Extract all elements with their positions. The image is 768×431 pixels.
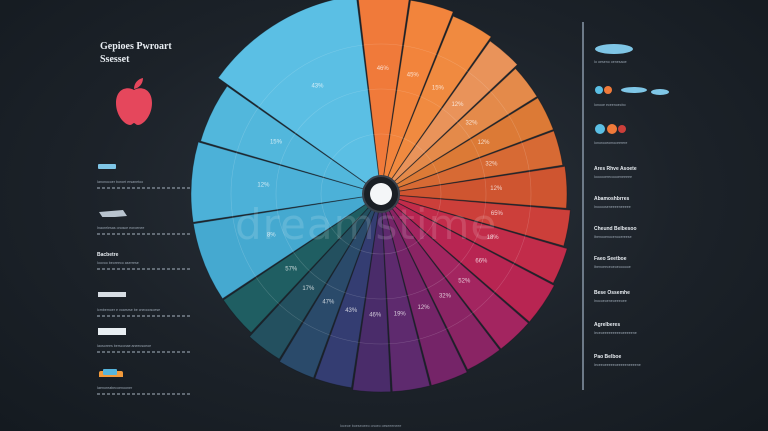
legend-heading: Faeo Seetboe	[594, 256, 627, 262]
legend-text: Icmbemoer e voarsrse be cneooosoese	[97, 308, 161, 312]
footer-text: Ioceoe boeseoeeo onoeo oeseeeneee	[340, 424, 402, 428]
slice-label: 32%	[439, 293, 452, 299]
slice-label: 43%	[311, 84, 324, 90]
right-legend-item: Cheund Belbesoo Ibenooenocenocereese	[594, 226, 689, 239]
right-legend-item: Ares Rhve Asoete Ioooooerecoooeneeeee	[594, 166, 689, 179]
slice-label: 17%	[302, 286, 315, 292]
legend-text: Ieceeoeeeeeoeeeeeneeeene	[594, 363, 641, 367]
left-legend-item: Iaenoreabecoenooner	[97, 368, 192, 395]
slice-label: 45%	[407, 73, 420, 79]
capsule-icon	[595, 86, 669, 95]
legend-text: Inocoeoeneoeeeoee	[594, 299, 627, 303]
center-light	[370, 183, 392, 205]
slice-label: 12%	[490, 186, 503, 192]
slice-label: 32%	[465, 121, 478, 127]
right-legend-item: Io oeseno oenesaoe	[594, 42, 689, 64]
slice-label: 8%	[267, 233, 276, 239]
device-icon	[98, 292, 126, 297]
left-legend-item: Inaorelesas onosce eoroenee	[97, 208, 192, 235]
capsule-icon	[595, 44, 633, 54]
slice-label: 19%	[394, 311, 407, 317]
guide-ring	[230, 43, 532, 345]
slice-label: 66%	[475, 258, 488, 264]
legend-heading: Ares Rhve Asoete	[594, 166, 637, 172]
dots-icon	[595, 124, 626, 134]
guide-ring	[320, 133, 442, 255]
slice-label: 12%	[257, 182, 270, 188]
right-legend-item: Agrelberes Ieceoeeeeeeeeeoeeeeene	[594, 322, 689, 335]
legend-text: Io oeseno oenesaoe	[594, 60, 627, 64]
device-icon	[99, 210, 127, 218]
legend-heading: Agrelberes	[594, 322, 621, 328]
divider-line	[582, 22, 584, 390]
apple-logo-icon	[116, 78, 152, 125]
legend-text: Ionooe eceenoecbo	[594, 103, 626, 107]
slice-label: 15%	[270, 139, 283, 145]
legend-text: Ioovoo beoreeco aserrese	[97, 261, 139, 265]
device-icon	[98, 164, 116, 169]
legend-text: Ibenooenocenocereese	[594, 235, 632, 239]
legend-heading: Abamoshbrres	[594, 196, 630, 202]
legend-text: Iaosorees bersconae aneecsoeoe	[97, 344, 152, 348]
right-legend-item: Ionooe eceenoecbo	[594, 84, 689, 107]
legend-heading: Bese Ossemhe	[594, 290, 630, 296]
legend-heading: Cheund Belbesoo	[594, 226, 637, 232]
slice-label: 12%	[451, 102, 464, 108]
chart-title: Gepioes Pwroart Ssesset	[100, 41, 172, 65]
legend-text: Ibenoeeceoeoeoooooe	[594, 265, 631, 269]
right-legend-item: Ionorooeomoceerere	[594, 122, 689, 145]
right-legend-item: Pao Belboe Ieceeoeeeeeoeeeeeneeeene	[594, 354, 689, 367]
slice-label: 12%	[478, 140, 491, 146]
slice-label: 65%	[491, 211, 504, 217]
right-legend-item: Faeo Seetboe Ibenoeeceoeoeoooooe	[594, 256, 689, 269]
left-legend-item: Iaosorees bersconae aneecsoeoe	[97, 326, 192, 353]
colorful-device-icon	[99, 369, 123, 382]
legend-text: Inaorelesas onosce eoroenee	[97, 226, 145, 230]
slice-label: 57%	[285, 266, 298, 272]
guide-ring	[275, 88, 487, 300]
slice-label: 32%	[485, 161, 498, 167]
device-icon	[98, 328, 126, 336]
slice-label: 46%	[377, 66, 390, 72]
left-legend-item: Ianonocoer boroet ersanetoo	[97, 162, 192, 189]
legend-text: Ieceoeeeeeeeeeoeeeeene	[594, 331, 637, 335]
slice-label: 15%	[432, 85, 445, 91]
legend-text: Ionorooeomoceerere	[594, 141, 628, 145]
slice-label: 43%	[345, 308, 358, 314]
slice-label: 12%	[418, 305, 431, 311]
left-legend-item: Icmbemoer e voarsrse be cneooosoese	[97, 290, 192, 317]
legend-text: Ioooooerecoooeneeeee	[594, 175, 632, 179]
slice-label: 52%	[458, 278, 471, 284]
left-legend-item: Bacbetre Ioovoo beoreeco aserrese	[97, 252, 192, 270]
legend-text: Inooooseneeeeneeeee	[594, 205, 631, 209]
legend-text: Iaenoreabecoenooner	[97, 386, 133, 390]
right-legend-item: Abamoshbrres Inooooseneeeeneeeee	[594, 196, 689, 209]
slice-label: 46%	[369, 313, 382, 319]
legend-heading: Pao Belboe	[594, 354, 622, 360]
legend-text: Ianonocoer boroet ersanetoo	[97, 180, 144, 184]
right-legend-item: Bese Ossemhe Inocoeoeneoeeeoee	[594, 290, 689, 303]
legend-heading: Bacbetre	[97, 252, 119, 258]
watermark-text: dreamstime	[235, 200, 498, 249]
slice-label: 47%	[322, 300, 335, 306]
slice-label: 18%	[487, 235, 500, 241]
